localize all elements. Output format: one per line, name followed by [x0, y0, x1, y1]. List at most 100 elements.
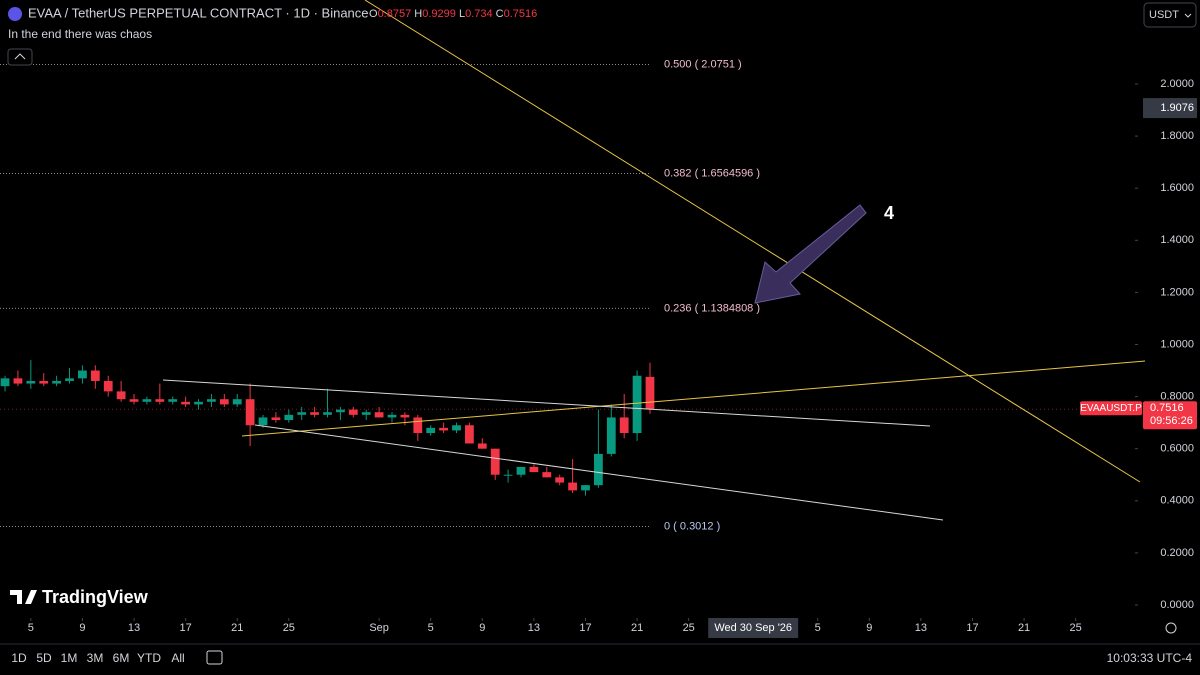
symbol-label: EVAAUSDT.P — [1080, 403, 1142, 414]
candle-body — [181, 401, 191, 405]
candle-body — [310, 412, 319, 415]
candle-body — [606, 417, 616, 454]
x-tick-label: 13 — [528, 622, 540, 634]
arrow — [754, 204, 867, 304]
x-tick-label: 21 — [231, 622, 243, 634]
timeframe-button[interactable]: 3M — [87, 651, 104, 665]
timeframe-button[interactable]: 5D — [36, 651, 52, 665]
timeframe-button[interactable]: All — [171, 651, 184, 665]
symbol-box — [1080, 401, 1142, 416]
plot-area — [0, 63, 1135, 528]
trend-line — [364, 0, 1141, 483]
candle-body — [374, 412, 384, 418]
candle-body — [581, 485, 590, 491]
crosshair-x-label: Wed 30 Sep '26 — [714, 622, 792, 634]
fib-label: 0.236 ( 1.1384808 ) — [664, 302, 760, 314]
candle-body — [439, 427, 448, 431]
annotation: 4 — [884, 203, 894, 223]
legend-field: L — [459, 8, 465, 20]
fib-label: 0.500 ( 2.0751 ) — [664, 58, 742, 70]
candle-body — [0, 378, 10, 387]
y-tick-label: 1.4000 — [1160, 234, 1194, 246]
collapse-button[interactable] — [7, 48, 33, 66]
candle-body — [65, 378, 74, 381]
timeframe-button[interactable]: YTD — [137, 651, 161, 665]
y-tick-label: 2.0000 — [1160, 78, 1194, 90]
candle-body — [194, 401, 203, 405]
candle-body — [271, 417, 281, 421]
symbol-icon — [8, 7, 22, 21]
y-tick-label: 0.6000 — [1160, 443, 1194, 455]
legend-field: H — [414, 8, 422, 20]
fib-label: 0 ( 0.3012 ) — [664, 520, 720, 532]
candle-body — [555, 477, 565, 483]
y-tick-label: 1.0000 — [1160, 338, 1194, 350]
clock: 10:03:33 UTC-4 — [1107, 651, 1193, 665]
candle-body — [568, 482, 577, 491]
dropdown-icon — [1184, 13, 1192, 18]
x-tick-label: 5 — [428, 622, 434, 634]
candle-body — [490, 448, 500, 475]
candle-body — [529, 466, 539, 473]
x-tick-label: 25 — [1070, 622, 1082, 634]
candle-body — [39, 380, 49, 384]
y-tick-label: 1.6000 — [1160, 182, 1194, 194]
countdown: 09:56:26 — [1150, 415, 1193, 427]
candle-body — [465, 425, 474, 444]
timeframe-button[interactable]: 1D — [11, 651, 27, 665]
candle-body — [619, 417, 629, 434]
crosshair-y-label: 1.9076 — [1160, 102, 1194, 114]
crosshair-y-box — [1143, 98, 1197, 119]
candle-body — [336, 409, 345, 413]
candle-body — [632, 375, 642, 434]
candle-body — [542, 472, 552, 478]
x-tick-label: 25 — [283, 622, 295, 634]
candle-body — [90, 370, 100, 381]
candle-body — [52, 380, 62, 384]
date-range-icon[interactable] — [206, 650, 223, 665]
fib-label: 0.382 ( 1.6564596 ) — [664, 167, 760, 179]
x-tick-label: 17 — [579, 622, 591, 634]
legend-value: 0.8757 — [378, 8, 412, 20]
x-tick-label: 17 — [966, 622, 978, 634]
candle-body — [142, 399, 152, 402]
candle-body — [387, 414, 397, 418]
crosshair-x-box — [708, 618, 799, 638]
timeframe-button[interactable]: 6M — [113, 651, 130, 665]
x-tick-label: Sep — [369, 622, 389, 634]
legend-value: 0.7516 — [504, 8, 538, 20]
candle-body — [413, 417, 423, 434]
legend-value: 0.9299 — [422, 8, 456, 20]
candle-body — [26, 380, 36, 384]
candle-body — [645, 376, 655, 410]
x-tick-label: 17 — [179, 622, 191, 634]
candle-body — [168, 399, 178, 402]
y-tick-label: 0.4000 — [1160, 495, 1194, 507]
candle-body — [361, 412, 371, 415]
x-tick-label: 21 — [631, 622, 643, 634]
candle-body — [516, 466, 526, 475]
logo: TradingView — [42, 587, 149, 607]
candle-body — [245, 399, 255, 426]
candle-body — [13, 378, 23, 384]
trend-line — [241, 360, 1146, 437]
x-tick-label: 9 — [479, 622, 485, 634]
candle-body — [400, 414, 410, 418]
currency-select[interactable] — [1143, 2, 1197, 28]
candle-body — [452, 425, 461, 431]
candle-body — [103, 380, 113, 392]
x-tick-label: 13 — [128, 622, 140, 634]
x-tick-label: 5 — [28, 622, 34, 634]
legend-value: 0.734 — [465, 8, 493, 20]
candle-body — [323, 412, 332, 415]
timeframe-button[interactable]: 1M — [61, 651, 78, 665]
candle-body — [503, 474, 513, 476]
logo-icon — [10, 590, 37, 604]
legend-field: C — [496, 8, 504, 20]
settings-icon[interactable] — [1165, 622, 1177, 634]
ohlc-legend: O0.8757 H0.9299 L0.734 C0.7516 — [369, 8, 537, 20]
trend-line — [162, 379, 931, 427]
